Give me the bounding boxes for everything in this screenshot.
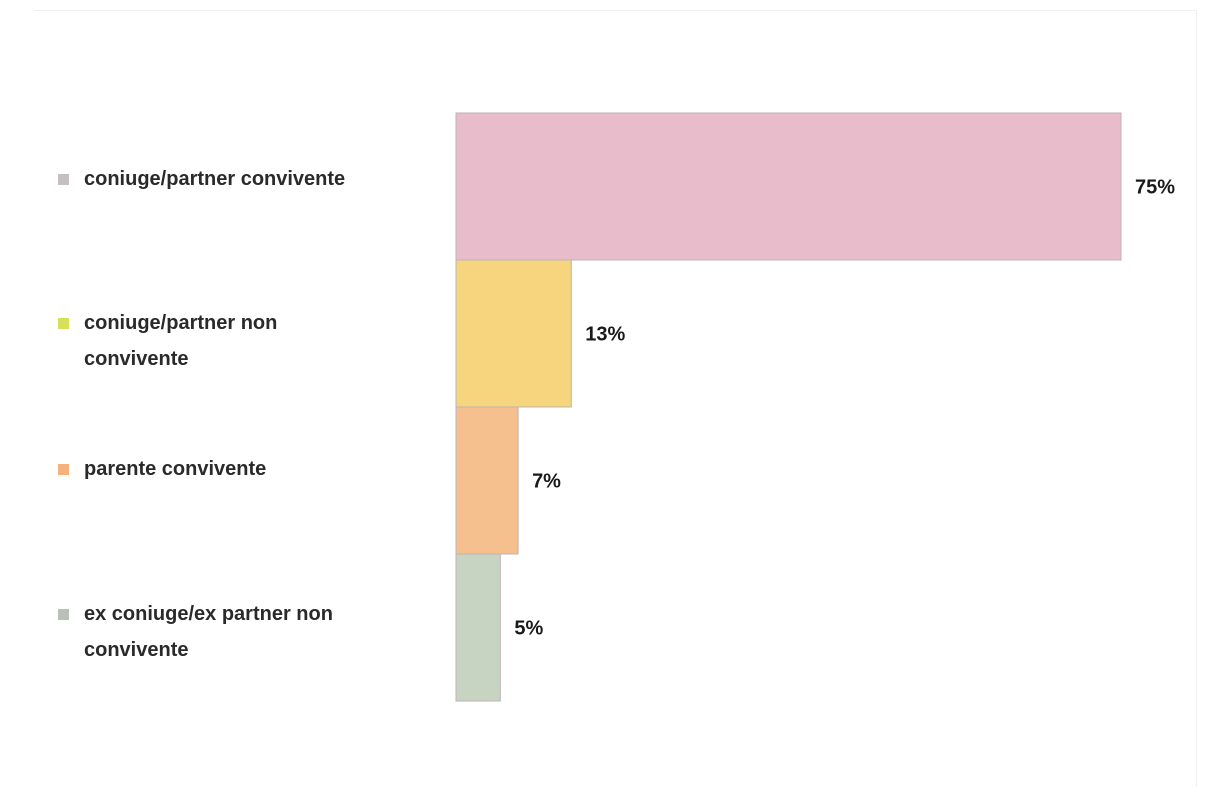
legend-label-1-line-1: coniuge/partner convivente — [84, 168, 345, 190]
legend-swatch-3 — [58, 464, 69, 475]
bar-4 — [455, 553, 501, 702]
data-label-1: 75% — [1135, 177, 1175, 199]
bars — [455, 112, 1122, 702]
legend-swatch-1 — [58, 174, 69, 185]
bar-3 — [455, 406, 519, 555]
legend-label-1: coniuge/partner convivente — [84, 168, 345, 190]
legend-label-4: ex coniuge/ex partner non convivente — [84, 603, 333, 661]
bar-2 — [455, 259, 572, 408]
data-label-4: 5% — [514, 618, 543, 640]
legend: coniuge/partner convivente coniuge/partne… — [58, 168, 345, 661]
legend-label-2: coniuge/partner non convivente — [84, 312, 277, 370]
legend-label-4-line-2: convivente — [84, 639, 188, 661]
data-label-2: 13% — [585, 324, 625, 346]
bar-1 — [455, 112, 1122, 261]
legend-label-4-line-1: ex coniuge/ex partner non — [84, 603, 333, 625]
data-labels: 75% 13% 7% 5% — [514, 177, 1175, 640]
data-label-3: 7% — [532, 471, 561, 493]
legend-swatch-2 — [58, 318, 69, 329]
legend-label-3-line-1: parente convivente — [84, 458, 266, 480]
legend-label-2-line-2: convivente — [84, 348, 188, 370]
legend-label-2-line-1: coniuge/partner non — [84, 312, 277, 334]
legend-label-3: parente convivente — [84, 458, 266, 480]
legend-swatch-4 — [58, 609, 69, 620]
